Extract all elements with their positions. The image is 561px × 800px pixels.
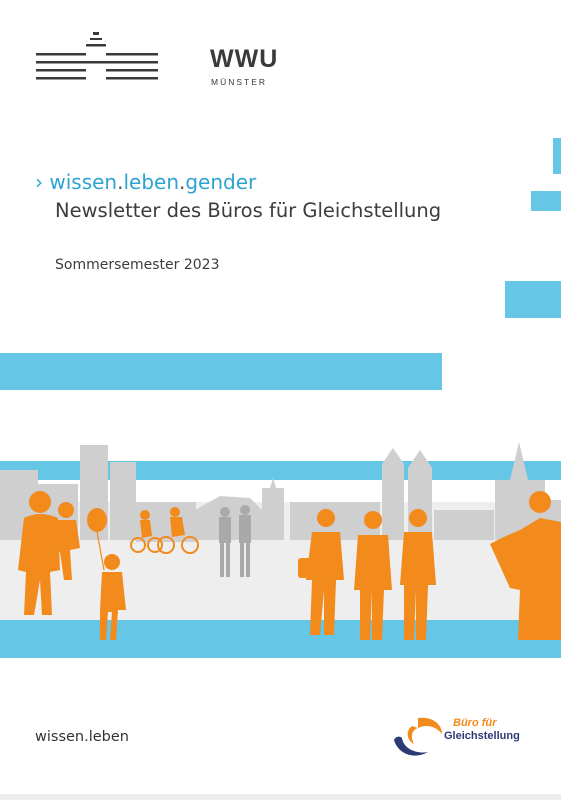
tagline-dot-2: .: [179, 170, 186, 194]
deco-bar-1: [553, 138, 561, 174]
tagline-wissen: wissen: [49, 170, 118, 194]
logo-wordmark: WWU: [210, 45, 279, 73]
logo-city: MÜNSTER: [211, 77, 268, 87]
gleichstellung-logo: Büro für Gleichstellung: [392, 712, 522, 760]
logo-gleichstellung-text: Gleichstellung: [444, 730, 520, 742]
bottom-divider: [0, 794, 561, 800]
city-people-illustration: [0, 442, 561, 658]
wwu-logo: WWU MÜNSTER: [36, 32, 277, 96]
newsletter-tagline: › wissen.leben.gender: [35, 170, 256, 194]
newsletter-subtitle: Newsletter des Büros für Gleichstellung: [55, 199, 442, 222]
equality-office-swirl-icon: [394, 717, 442, 756]
deco-bar-4: [0, 353, 442, 390]
tagline-leben: leben: [123, 170, 179, 194]
university-seal-icon: [36, 32, 158, 80]
tagline-dot-1: .: [117, 170, 124, 194]
deco-bar-3: [505, 281, 561, 318]
semester-label: Sommersemester 2023: [55, 257, 220, 273]
logo-buero-text: Büro für: [453, 717, 497, 729]
tagline-gender: gender: [185, 170, 257, 194]
deco-bar-2: [531, 191, 561, 211]
arrow-icon: ›: [35, 170, 43, 194]
footer-slogan: wissen.leben: [35, 729, 129, 745]
